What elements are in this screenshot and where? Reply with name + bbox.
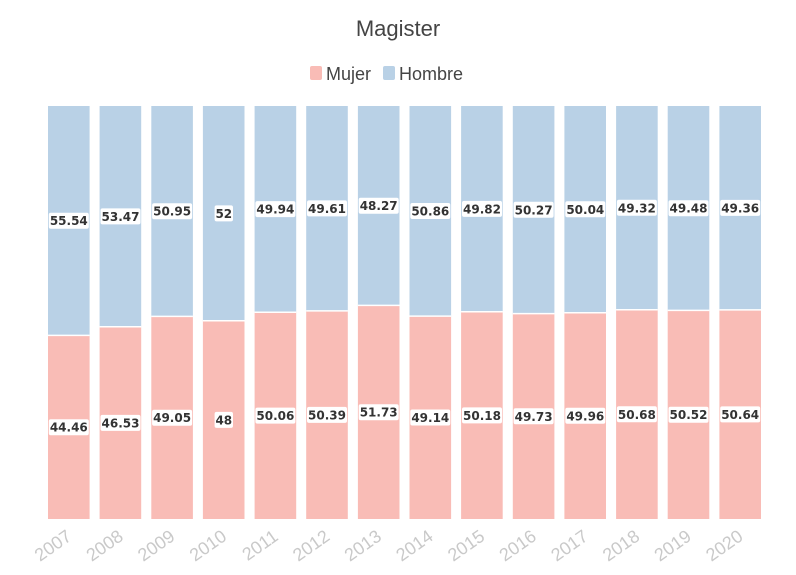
x-tick-label-2009: 2009	[134, 526, 178, 565]
bar-group-2009: 50.95 49.05	[151, 106, 193, 519]
bar-group-2017: 50.04 49.96	[564, 106, 607, 519]
data-label-mujer-2020-bg	[720, 406, 761, 423]
legend-label-hombre: Hombre	[399, 64, 463, 84]
bar-group-2016: 50.27 49.73	[512, 106, 555, 519]
x-tick-label-2019: 2019	[651, 526, 695, 565]
data-label-hombre-2018: 49.32	[618, 201, 656, 215]
bar-group-2012: 49.61 50.39	[306, 106, 348, 519]
data-label-hombre-2018-bg	[616, 199, 657, 216]
data-label-hombre-2011-bg	[255, 201, 296, 218]
data-label-hombre-2019-bg	[668, 200, 709, 217]
data-label-mujer-2019: 50.52	[670, 408, 708, 422]
x-tick-label-2014: 2014	[392, 526, 436, 565]
legend-item-hombre[interactable]: Hombre	[383, 64, 463, 84]
x-tick-label-2018: 2018	[599, 526, 643, 565]
bar-group-2011: 49.94 50.06	[254, 106, 297, 519]
x-tick-label-2020: 2020	[702, 526, 746, 565]
data-label-mujer-2018: 50.68	[618, 408, 656, 422]
data-label-mujer-2011: 50.06	[256, 409, 294, 423]
data-label-mujer-2014-bg	[410, 409, 451, 426]
x-tick-label-2013: 2013	[341, 526, 385, 565]
x-tick-label-2008: 2008	[83, 526, 127, 565]
data-label-mujer-2013-bg	[358, 404, 399, 421]
data-label-hombre-2012: 49.61	[308, 202, 346, 216]
data-label-hombre-2009: 50.95	[153, 205, 191, 219]
data-label-hombre-2009-bg	[152, 203, 193, 220]
data-label-mujer-2009: 49.05	[153, 411, 191, 425]
bar-group-2019: 49.48 50.52	[667, 106, 710, 519]
data-label-hombre-2011: 49.94	[256, 203, 294, 217]
x-axis: 2007 2008 2009 2010 2011 2012 2013 2014 2015 2016…	[31, 526, 747, 565]
x-tick-label-2012: 2012	[289, 526, 333, 565]
data-label-hombre-2012-bg	[307, 200, 347, 217]
x-tick-label-2015: 2015	[444, 526, 488, 565]
data-label-hombre-2020: 49.36	[721, 201, 759, 215]
data-label-mujer-2008: 46.53	[102, 416, 140, 430]
data-label-mujer-2017-bg	[565, 407, 606, 424]
bar-group-2008: 53.47 46.53	[99, 106, 142, 519]
bar-group-2007: 55.54 44.46	[48, 106, 90, 519]
bar-group-2015: 49.82 50.18	[461, 106, 503, 519]
data-label-hombre-2007-bg	[48, 212, 89, 229]
data-label-hombre-2007: 55.54	[50, 214, 88, 228]
data-label-mujer-2012-bg	[307, 406, 347, 423]
legend-label-mujer: Mujer	[326, 64, 371, 84]
data-label-hombre-2014-bg	[410, 203, 451, 219]
data-label-mujer-2008-bg	[100, 414, 141, 431]
data-label-hombre-2015-bg	[462, 200, 502, 217]
x-tick-label-2016: 2016	[496, 526, 540, 565]
data-label-mujer-2009-bg	[152, 409, 193, 426]
data-label-hombre-2013: 48.27	[360, 199, 398, 213]
data-label-mujer-2019-bg	[668, 406, 709, 423]
data-label-mujer-2007: 44.46	[50, 421, 88, 435]
data-label-mujer-2015-bg	[462, 407, 502, 424]
data-label-mujer-2016: 49.73	[515, 410, 553, 424]
data-label-mujer-2013: 51.73	[360, 406, 398, 420]
x-tick-label-2010: 2010	[186, 526, 230, 565]
data-label-mujer-2014: 49.14	[411, 411, 449, 425]
data-label-hombre-2019: 49.48	[670, 202, 708, 216]
data-label-hombre-2014: 50.86	[411, 205, 449, 219]
chart-title: Magister	[356, 16, 440, 41]
data-label-mujer-2020: 50.64	[721, 408, 759, 422]
x-tick-label-2011: 2011	[239, 526, 282, 565]
legend-swatch-mujer	[310, 66, 322, 80]
data-label-mujer-2015: 50.18	[463, 409, 501, 423]
data-label-hombre-2010-bg	[214, 205, 233, 222]
bar-group-2014: 50.86 49.14	[409, 106, 452, 519]
data-label-hombre-2008-bg	[100, 208, 141, 225]
legend-swatch-hombre	[383, 66, 395, 80]
legend-item-mujer[interactable]: Mujer	[310, 64, 371, 84]
data-label-hombre-2010: 52	[215, 207, 232, 221]
data-label-mujer-2012: 50.39	[308, 408, 346, 422]
data-label-hombre-2013-bg	[358, 197, 399, 214]
data-label-mujer-2018-bg	[616, 406, 657, 423]
data-label-mujer-2010-bg	[214, 411, 233, 428]
data-label-mujer-2016-bg	[513, 408, 554, 425]
data-label-hombre-2017-bg	[565, 201, 606, 218]
data-label-mujer-2017: 49.96	[566, 409, 604, 423]
bar-group-2018: 49.32 50.68	[616, 106, 658, 519]
data-label-hombre-2015: 49.82	[463, 202, 501, 216]
data-label-hombre-2016: 50.27	[515, 203, 553, 217]
data-label-hombre-2017: 50.04	[566, 203, 604, 217]
data-label-mujer-2007-bg	[48, 419, 89, 436]
bar-group-2020: 49.36 50.64	[719, 106, 761, 519]
data-label-mujer-2011-bg	[255, 407, 296, 424]
data-label-hombre-2008: 53.47	[102, 210, 140, 224]
plot-area: 55.54 44.46 53.47 46.53 50.95 49.05 52 48 49.94 5…	[48, 106, 761, 519]
legend: Mujer Hombre	[310, 64, 463, 84]
data-label-hombre-2020-bg	[720, 199, 761, 216]
bar-group-2010: 52 48	[202, 106, 245, 519]
bar-group-2013: 48.27 51.73	[357, 106, 400, 519]
x-tick-label-2007: 2007	[31, 526, 75, 565]
x-tick-label-2017: 2017	[547, 526, 591, 565]
data-label-mujer-2010: 48	[215, 413, 232, 427]
data-label-hombre-2016-bg	[513, 201, 554, 218]
